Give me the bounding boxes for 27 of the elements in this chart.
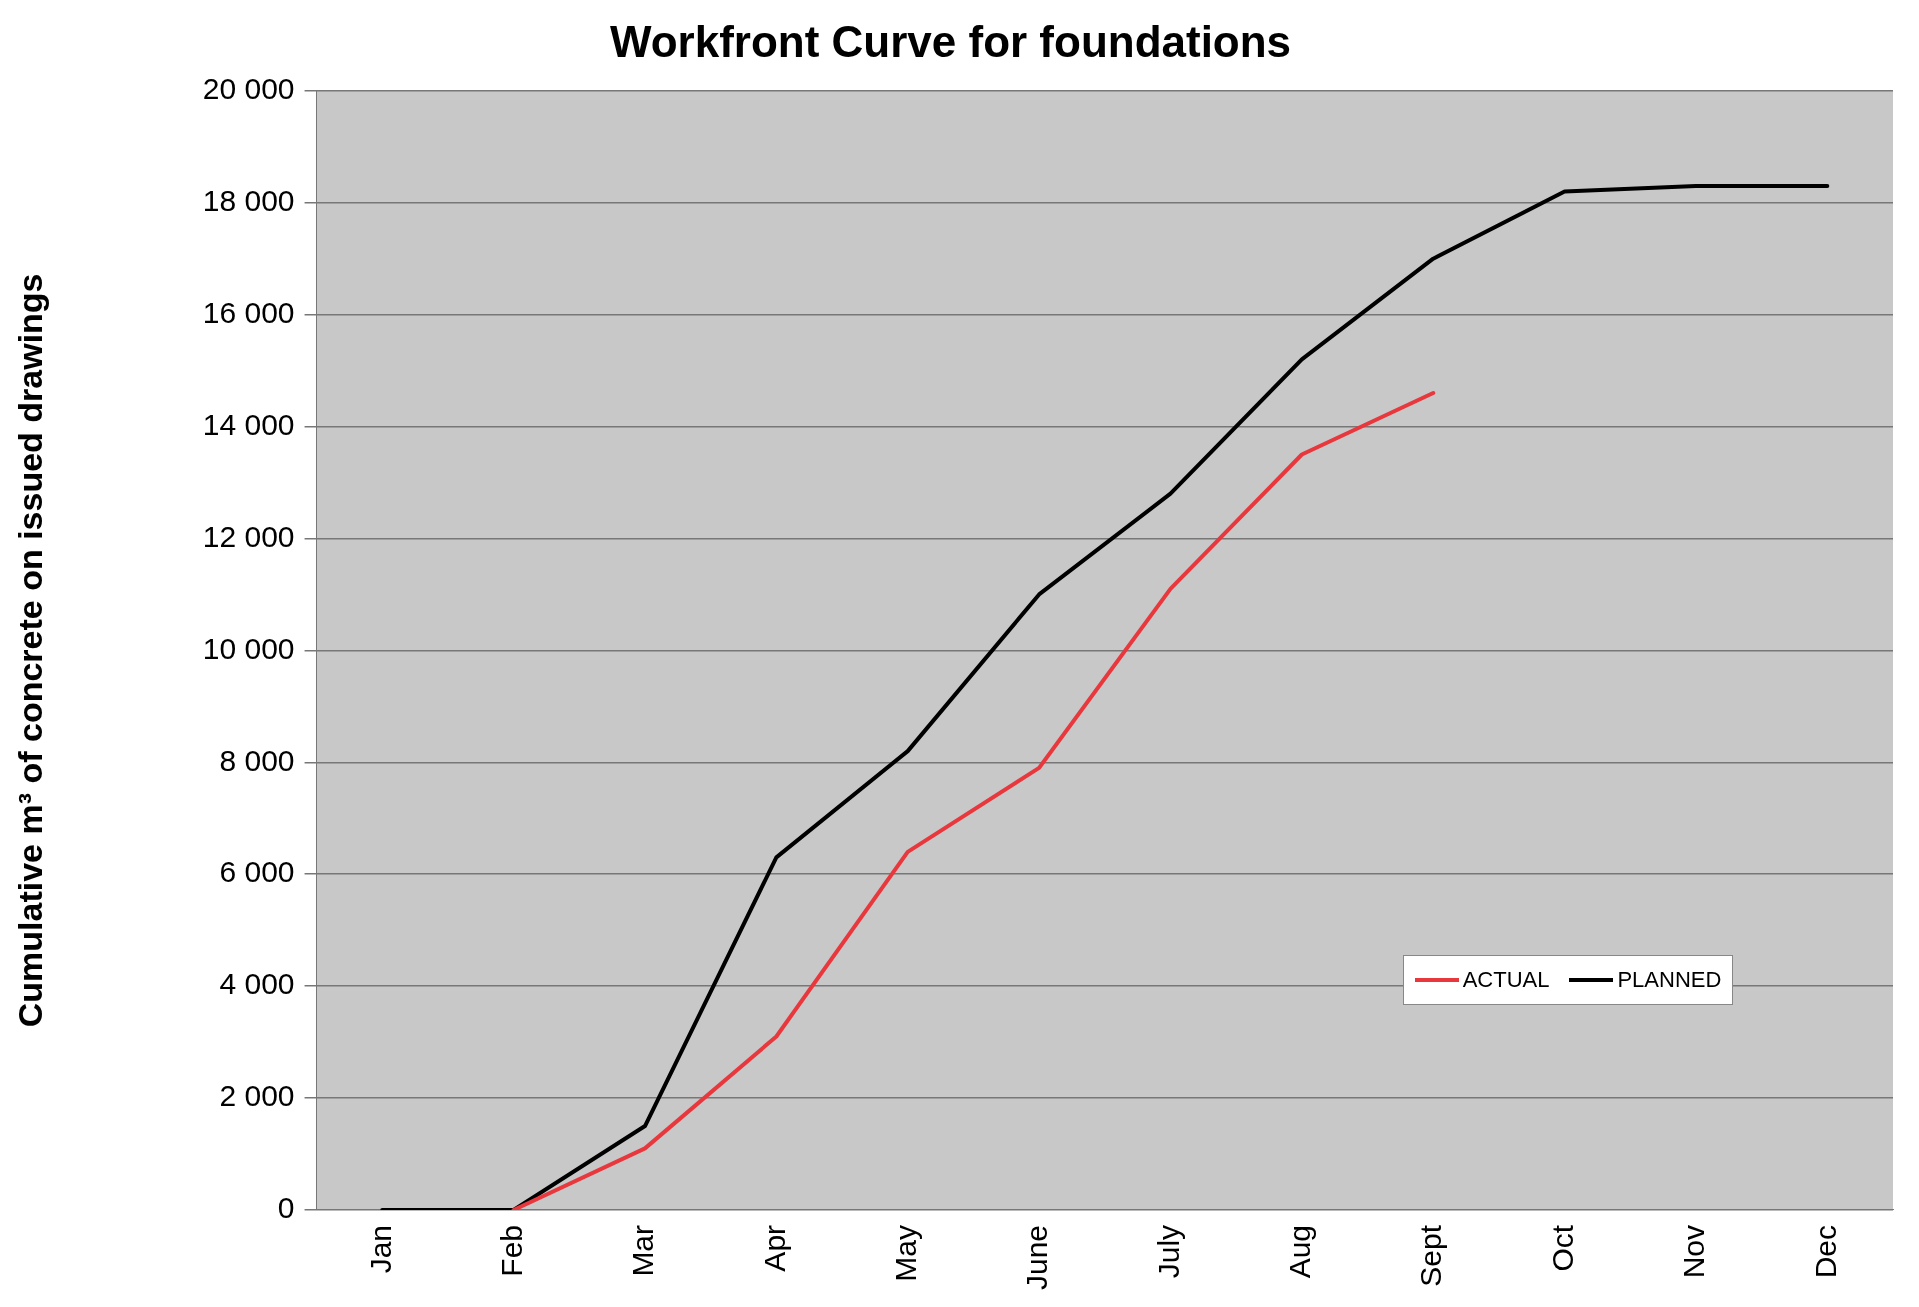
y-tick-label: 20 000 [202,72,295,106]
x-tick-label: Feb [494,1224,528,1277]
x-tick-label: Aug [1283,1224,1317,1279]
y-tick-label: 18 000 [202,183,295,217]
y-tick-label: 8 000 [219,743,295,777]
x-tick-label: Dec [1808,1224,1842,1279]
y-tick-label: 10 000 [202,631,295,665]
y-tick-label: 6 000 [219,855,295,889]
chart-title: Workfront Curve for foundations [609,16,1292,66]
x-tick-label: Sept [1414,1224,1448,1287]
x-tick-label: June [1020,1224,1054,1291]
y-tick-label: 16 000 [202,295,295,329]
x-tick-label: Apr [757,1224,791,1272]
legend-label: PLANNED [1617,966,1722,993]
legend-label: ACTUAL [1462,966,1550,993]
y-tick-label: 12 000 [202,519,295,553]
x-tick-label: Nov [1677,1224,1711,1279]
x-tick-label: July [1151,1224,1185,1279]
y-tick-label: 0 [277,1191,295,1225]
y-tick-label: 2 000 [219,1079,295,1113]
x-tick-label: May [888,1224,922,1282]
x-tick-label: Mar [626,1224,660,1277]
y-axis-title: Cumulative m³ of concrete on issued drawings [10,273,49,1028]
y-tick-label: 14 000 [202,407,295,441]
y-tick-label: 4 000 [219,967,295,1001]
x-tick-label: Oct [1545,1224,1579,1272]
x-tick-label: Jan [363,1224,397,1274]
